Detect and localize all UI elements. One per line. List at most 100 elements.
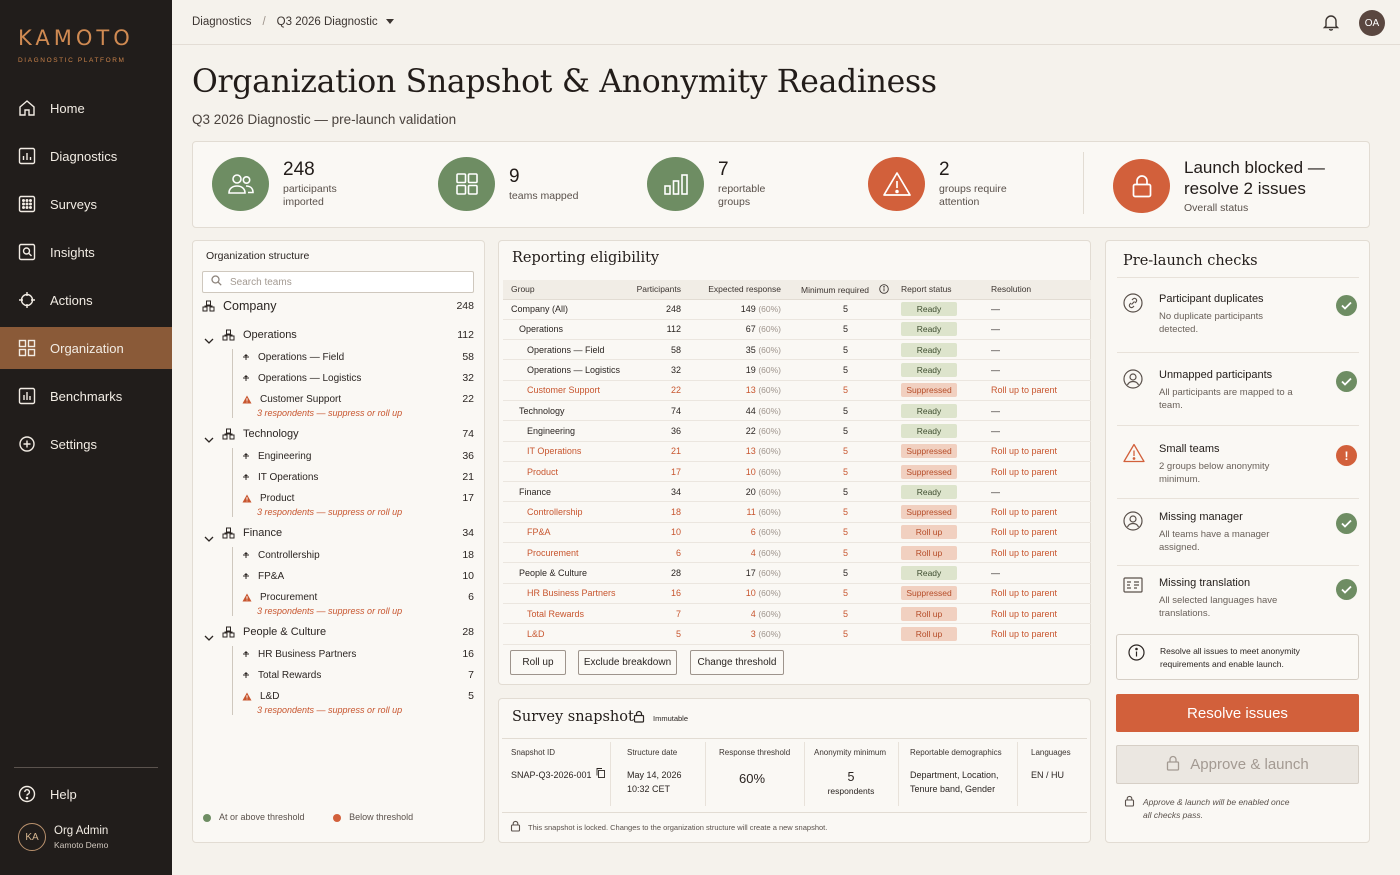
check-small-teams[interactable]: Small teams 2 groups below anonymity min… bbox=[1121, 443, 1359, 493]
cell-resolution: — bbox=[987, 299, 1091, 320]
tree-count: 58 bbox=[462, 351, 474, 363]
tree-label: Finance bbox=[243, 527, 283, 539]
launch-sub: Overall status bbox=[1184, 202, 1249, 214]
search-input[interactable]: Search teams bbox=[202, 271, 474, 293]
check-translation[interactable]: Missing translation All selected languag… bbox=[1121, 577, 1359, 627]
snapshot-divider bbox=[502, 812, 1087, 813]
checks-divider bbox=[1117, 425, 1359, 426]
col-expected[interactable]: Expected response bbox=[685, 280, 793, 300]
table-row[interactable]: Total Rewards 7 4 (60%) 5 Roll up Roll up to … bbox=[503, 603, 1091, 625]
expected-value: 10 bbox=[745, 466, 756, 477]
check-unmapped[interactable]: Unmapped participants All participants a… bbox=[1121, 369, 1359, 419]
table-row[interactable]: Company (All) 248 149 (60%) 5 Ready — bbox=[503, 299, 1091, 320]
exclude-breakdown-button[interactable]: Exclude breakdown bbox=[578, 650, 677, 675]
check-title: Unmapped participants bbox=[1159, 369, 1273, 381]
expected-value: 6 bbox=[750, 527, 756, 538]
chevron-down-icon[interactable] bbox=[204, 633, 214, 645]
org-chart-icon bbox=[202, 300, 215, 312]
nav-surveys[interactable]: Surveys bbox=[0, 183, 172, 225]
cell-participants: 112 bbox=[623, 319, 685, 341]
table-row[interactable]: Operations 112 67 (60%) 5 Ready — bbox=[503, 319, 1091, 341]
col-minimum[interactable]: Minimum required bbox=[793, 280, 893, 300]
col-group[interactable]: Group bbox=[503, 280, 623, 300]
tree-label: Total Rewards bbox=[258, 669, 322, 681]
response-threshold-value: 60% bbox=[739, 771, 766, 786]
stat-label: participants imported bbox=[283, 183, 337, 208]
chevron-down-icon[interactable] bbox=[204, 435, 214, 447]
table-row[interactable]: IT Operations 21 13 (60%) 5 Suppressed Roll u… bbox=[503, 441, 1091, 462]
table-row[interactable]: Product 17 10 (60%) 5 Suppressed Roll up to p… bbox=[503, 461, 1091, 483]
cell-status: Suppressed bbox=[893, 380, 987, 401]
user-profile[interactable]: KA Org Admin Kamoto Demo bbox=[18, 823, 108, 851]
bell-icon[interactable] bbox=[1322, 13, 1340, 34]
table-row[interactable]: People & Culture 28 17 (60%) 5 Ready — bbox=[503, 562, 1091, 584]
tree-count: 112 bbox=[457, 329, 474, 341]
breadcrumb-root[interactable]: Diagnostics bbox=[192, 16, 252, 28]
chevron-down-icon[interactable] bbox=[204, 534, 214, 546]
checks-title: Pre-launch checks bbox=[1123, 253, 1258, 269]
nav-benchmarks[interactable]: Benchmarks bbox=[0, 375, 172, 417]
table-row[interactable]: Engineering 36 22 (60%) 5 Ready — bbox=[503, 420, 1091, 442]
expected-value: 149 bbox=[740, 304, 756, 315]
table-row[interactable]: Procurement 6 4 (60%) 5 Roll up Roll up to pa… bbox=[503, 542, 1091, 564]
structure-date: May 14, 2026 10:32 CET bbox=[627, 768, 682, 796]
nav-diagnostics[interactable]: Diagnostics bbox=[0, 135, 172, 177]
table-row[interactable]: Controllership 18 11 (60%) 5 Suppressed Roll … bbox=[503, 501, 1091, 523]
cell-status: Roll up bbox=[893, 603, 987, 625]
legend-dot-ok bbox=[203, 813, 211, 822]
tree-count: 7 bbox=[468, 669, 474, 681]
breadcrumb-current[interactable]: Q3 2026 Diagnostic bbox=[276, 16, 378, 28]
col-participants[interactable]: Participants bbox=[623, 280, 685, 300]
expected-pct: (60%) bbox=[758, 568, 781, 578]
nav-organization[interactable]: Organization bbox=[0, 327, 172, 369]
nav-help[interactable]: Help bbox=[0, 773, 172, 815]
table-row[interactable]: FP&A 10 6 (60%) 5 Roll up Roll up to parent bbox=[503, 522, 1091, 544]
cell-group: Procurement bbox=[503, 542, 623, 564]
info-icon[interactable] bbox=[879, 283, 889, 295]
table-row[interactable]: L&D 5 3 (60%) 5 Roll up Roll up to parent bbox=[503, 623, 1091, 645]
anonymity-minimum-sub: respondents bbox=[827, 786, 875, 796]
approve-launch-button[interactable]: Approve & launch bbox=[1116, 745, 1359, 784]
tree-count: 6 bbox=[468, 591, 474, 603]
avatar[interactable]: OA bbox=[1359, 10, 1385, 36]
cell-status: Roll up bbox=[893, 542, 987, 564]
table-row[interactable]: Operations — Field 58 35 (60%) 5 Ready — bbox=[503, 339, 1091, 361]
org-chart-icon bbox=[222, 626, 235, 638]
nav-settings[interactable]: Settings bbox=[0, 423, 172, 465]
table-row[interactable]: HR Business Partners 16 10 (60%) 5 Suppresse… bbox=[503, 583, 1091, 604]
table-row[interactable]: Finance 34 20 (60%) 5 Ready — bbox=[503, 481, 1091, 503]
check-duplicates[interactable]: Participant duplicates No duplicate part… bbox=[1121, 293, 1359, 343]
col-resolution[interactable]: Resolution bbox=[987, 280, 1091, 300]
cell-expected: 67 (60%) bbox=[685, 319, 793, 341]
nav-actions[interactable]: Actions bbox=[0, 279, 172, 321]
table-row[interactable]: Technology 74 44 (60%) 5 Ready — bbox=[503, 400, 1091, 422]
change-threshold-button[interactable]: Change threshold bbox=[690, 650, 784, 675]
cell-group: HR Business Partners bbox=[503, 583, 623, 604]
check-manager[interactable]: Missing manager All teams have a manager… bbox=[1121, 511, 1359, 561]
cell-resolution: Roll up to parent bbox=[987, 380, 1091, 401]
cell-minimum: 5 bbox=[793, 299, 893, 320]
cell-minimum: 5 bbox=[793, 420, 893, 442]
resolve-issues-button[interactable]: Resolve issues bbox=[1116, 694, 1359, 732]
nav-home[interactable]: Home bbox=[0, 87, 172, 129]
expected-value: 11 bbox=[746, 507, 756, 518]
cell-resolution: — bbox=[987, 481, 1091, 503]
chevron-down-icon[interactable] bbox=[204, 336, 214, 348]
chevron-down-icon[interactable] bbox=[385, 16, 394, 28]
cell-status: Ready bbox=[893, 420, 987, 442]
snapshot-id-value: SNAP-Q3-2026-001 bbox=[511, 770, 592, 780]
col-status[interactable]: Report status bbox=[893, 280, 987, 300]
cell-minimum: 5 bbox=[793, 603, 893, 625]
legend-dot-low bbox=[333, 813, 342, 822]
help-icon bbox=[18, 785, 36, 803]
checks-divider bbox=[1117, 352, 1359, 353]
table-row[interactable]: Customer Support 22 13 (60%) 5 Suppressed Rol… bbox=[503, 380, 1091, 401]
cell-expected: 10 (60%) bbox=[685, 583, 793, 604]
expected-value: 67 bbox=[745, 324, 756, 335]
table-row[interactable]: Operations — Logistics 32 19 (60%) 5 Ready — bbox=[503, 359, 1091, 381]
nav-insights[interactable]: Insights bbox=[0, 231, 172, 273]
warning-icon bbox=[242, 692, 252, 701]
expected-pct: (60%) bbox=[758, 486, 781, 497]
roll-up-button[interactable]: Roll up bbox=[510, 650, 566, 675]
copy-icon[interactable] bbox=[596, 768, 605, 780]
